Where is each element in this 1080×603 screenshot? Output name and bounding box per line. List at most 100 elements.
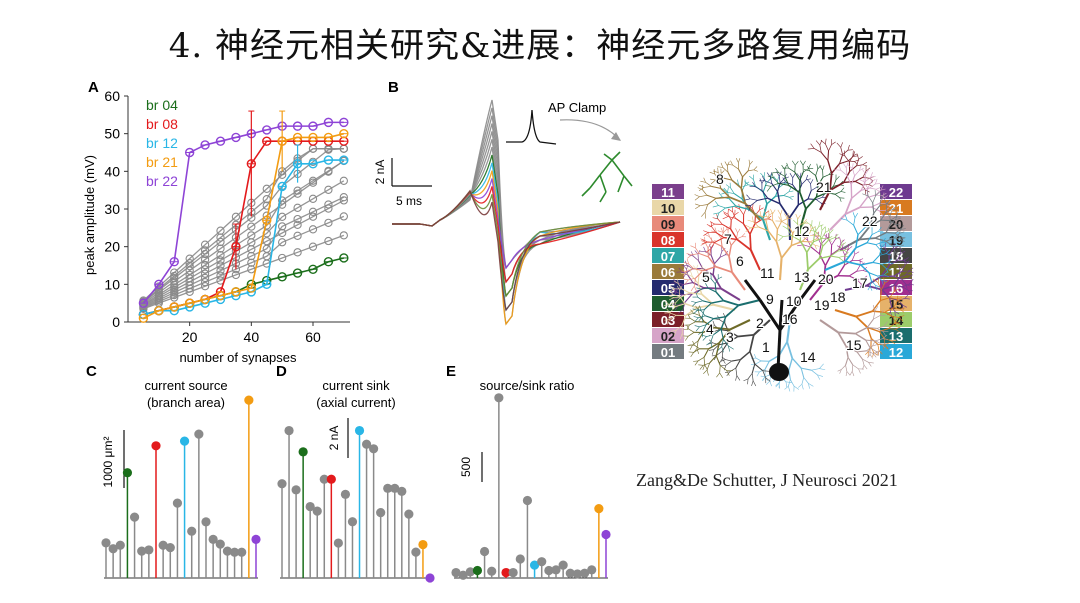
dendrite-segment bbox=[854, 251, 860, 255]
stem-marker-16 bbox=[558, 560, 568, 570]
dendrite-segment bbox=[886, 268, 892, 270]
gray-point bbox=[185, 254, 194, 263]
dendrite-segment bbox=[795, 213, 799, 220]
dendrite-segment bbox=[815, 175, 819, 185]
dendrite-segment bbox=[697, 357, 705, 362]
branch-label-21: 21 bbox=[889, 201, 903, 216]
gray-point bbox=[293, 214, 302, 224]
dendrite-segment bbox=[707, 197, 717, 205]
branch-swatch-01 bbox=[652, 344, 684, 359]
branch-number-2: 2 bbox=[756, 315, 764, 331]
stem-marker-13 bbox=[361, 439, 372, 449]
dendrite-segment bbox=[710, 278, 716, 285]
dendrite-segment bbox=[814, 244, 820, 247]
dendrite-segment bbox=[866, 284, 883, 291]
dendrite-segment bbox=[714, 173, 720, 180]
dendrite-segment bbox=[714, 326, 731, 331]
gray-point bbox=[216, 256, 225, 265]
dendrite-segment bbox=[893, 277, 900, 287]
dendrite-segment bbox=[778, 216, 782, 222]
dendrite-segment bbox=[801, 384, 804, 390]
dendrite-segment bbox=[728, 256, 733, 273]
dendrite-segment bbox=[714, 283, 717, 293]
dendrite-segment bbox=[902, 283, 910, 288]
dendrite-segment bbox=[892, 316, 900, 318]
dendrite-segment bbox=[710, 178, 716, 181]
dendrite-segment bbox=[858, 178, 864, 182]
dendrite-segment bbox=[720, 162, 724, 168]
dendrite-segment bbox=[695, 205, 701, 209]
dendrite-segment bbox=[668, 311, 671, 318]
stem-marker-18 bbox=[222, 546, 233, 556]
dendrite-segment bbox=[745, 227, 751, 233]
dendrite-segment bbox=[871, 280, 876, 286]
dendrite-segment bbox=[907, 289, 913, 292]
dendrite-segment bbox=[865, 339, 871, 349]
dendrite-segment bbox=[797, 214, 801, 220]
dendrite-segment bbox=[695, 300, 703, 303]
dendrite-segment bbox=[817, 176, 824, 186]
dendrite-segment bbox=[735, 217, 744, 225]
dendrite-segment bbox=[730, 160, 733, 166]
dendrite-segment bbox=[701, 212, 706, 217]
dendrite-segment bbox=[879, 290, 882, 301]
dendrite-segment bbox=[794, 171, 801, 181]
dendrite-segment bbox=[847, 164, 853, 169]
dendrite-segment bbox=[686, 253, 692, 256]
dendrite-segment bbox=[840, 239, 845, 244]
dendrite-segment bbox=[709, 323, 715, 326]
gray-point bbox=[339, 231, 348, 240]
dendrite-segment bbox=[698, 331, 703, 335]
gray-point bbox=[308, 225, 318, 234]
dendrite-segment bbox=[812, 232, 816, 243]
dendrite-segment bbox=[696, 287, 702, 290]
small-neuron-icon bbox=[581, 151, 633, 203]
dendrite-segment bbox=[819, 189, 831, 211]
dendrite-segment bbox=[765, 221, 769, 232]
dendrite-segment bbox=[878, 328, 889, 332]
dendrite-segment bbox=[877, 350, 880, 356]
dendrite-segment bbox=[778, 182, 789, 186]
dendrite-segment bbox=[749, 234, 752, 251]
dendrite-segment bbox=[900, 224, 905, 230]
branch-label-01: 01 bbox=[661, 345, 675, 360]
dendrite-segment bbox=[753, 169, 758, 172]
dendrite-segment bbox=[720, 170, 725, 174]
dendrite-segment bbox=[738, 298, 761, 307]
branch-number-12: 12 bbox=[794, 223, 810, 239]
dendrite-segment bbox=[893, 285, 903, 288]
dendrite-segment bbox=[819, 319, 839, 334]
gray-branch-curve bbox=[143, 199, 345, 307]
dendrite-segment bbox=[719, 365, 727, 371]
dendrite-segment bbox=[748, 205, 752, 212]
dendrite-segment bbox=[875, 187, 881, 190]
dendrite-segment bbox=[726, 191, 735, 194]
dendrite-segment bbox=[721, 364, 727, 366]
dendrite-segment bbox=[822, 265, 827, 283]
stem-marker-10 bbox=[340, 489, 351, 499]
dendrite-segment bbox=[815, 235, 820, 240]
panel-e-stem-plot bbox=[451, 393, 611, 580]
dendrite-segment bbox=[697, 309, 700, 316]
dendrite-segment bbox=[705, 182, 712, 187]
dendrite-segment bbox=[872, 344, 878, 347]
dendrite-segment bbox=[901, 264, 906, 272]
dendrite-segment bbox=[869, 354, 873, 359]
dendrite-segment bbox=[746, 194, 751, 199]
dendrite-segment bbox=[821, 226, 826, 231]
dendrite-segment bbox=[800, 224, 804, 232]
dendrite-segment bbox=[856, 164, 863, 167]
stem-marker-06 bbox=[487, 566, 497, 576]
dendrite-segment bbox=[674, 289, 678, 295]
dendrite-segment bbox=[875, 191, 880, 197]
gray-point bbox=[231, 270, 241, 280]
dendrite-segment bbox=[736, 375, 741, 381]
dendrite-segment bbox=[749, 249, 761, 271]
dendrite-segment bbox=[686, 265, 694, 270]
dendrite-segment bbox=[785, 381, 788, 388]
dendrite-segment bbox=[844, 284, 867, 292]
dendrite-segment bbox=[699, 194, 708, 198]
dendrite-segment bbox=[898, 246, 903, 250]
dendrite-segment bbox=[743, 208, 747, 215]
dendrite-segment bbox=[871, 231, 879, 235]
